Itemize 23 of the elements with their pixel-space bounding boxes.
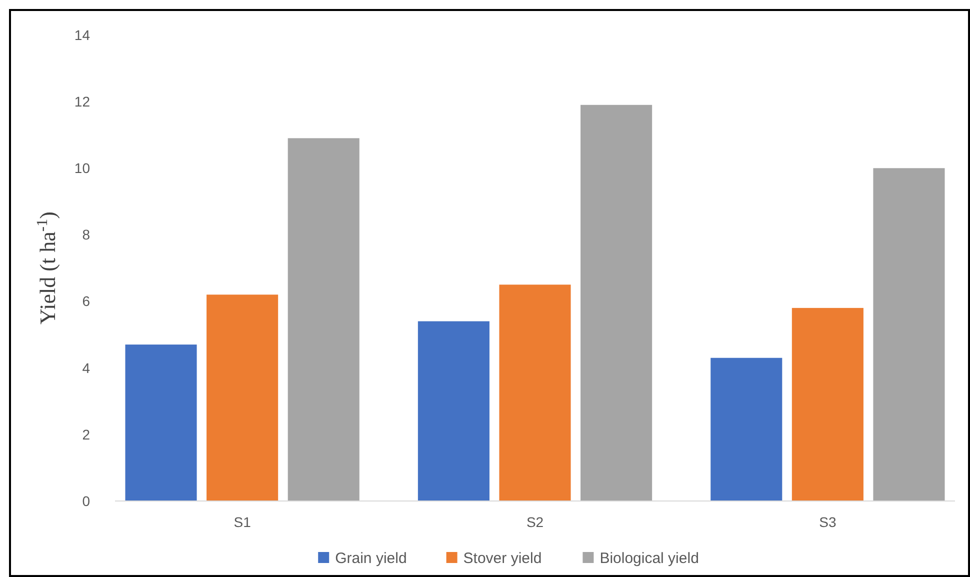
bar <box>418 321 490 501</box>
bar <box>792 308 864 501</box>
bar <box>125 344 197 501</box>
x-tick-label: S3 <box>819 514 836 530</box>
y-tick-label: 2 <box>82 426 90 442</box>
bar <box>873 168 945 501</box>
bar <box>710 358 782 501</box>
legend-label: Stover yield <box>463 550 542 567</box>
bar <box>499 284 571 501</box>
y-tick-label: 10 <box>74 160 90 176</box>
x-tick-label: S1 <box>234 514 252 530</box>
y-tick-label: 14 <box>74 26 90 43</box>
bar <box>206 294 278 501</box>
y-tick-label: 8 <box>82 226 90 243</box>
y-tick-label: 0 <box>82 492 90 509</box>
x-tick-label: S2 <box>526 514 544 530</box>
legend-label: Grain yield <box>335 550 407 567</box>
y-tick-label: 6 <box>82 293 90 310</box>
bar <box>580 104 652 501</box>
y-tick-label: 12 <box>74 93 90 110</box>
bar <box>288 138 360 501</box>
legend-label: Biological yield <box>600 550 699 567</box>
y-tick-label: 4 <box>82 360 90 376</box>
